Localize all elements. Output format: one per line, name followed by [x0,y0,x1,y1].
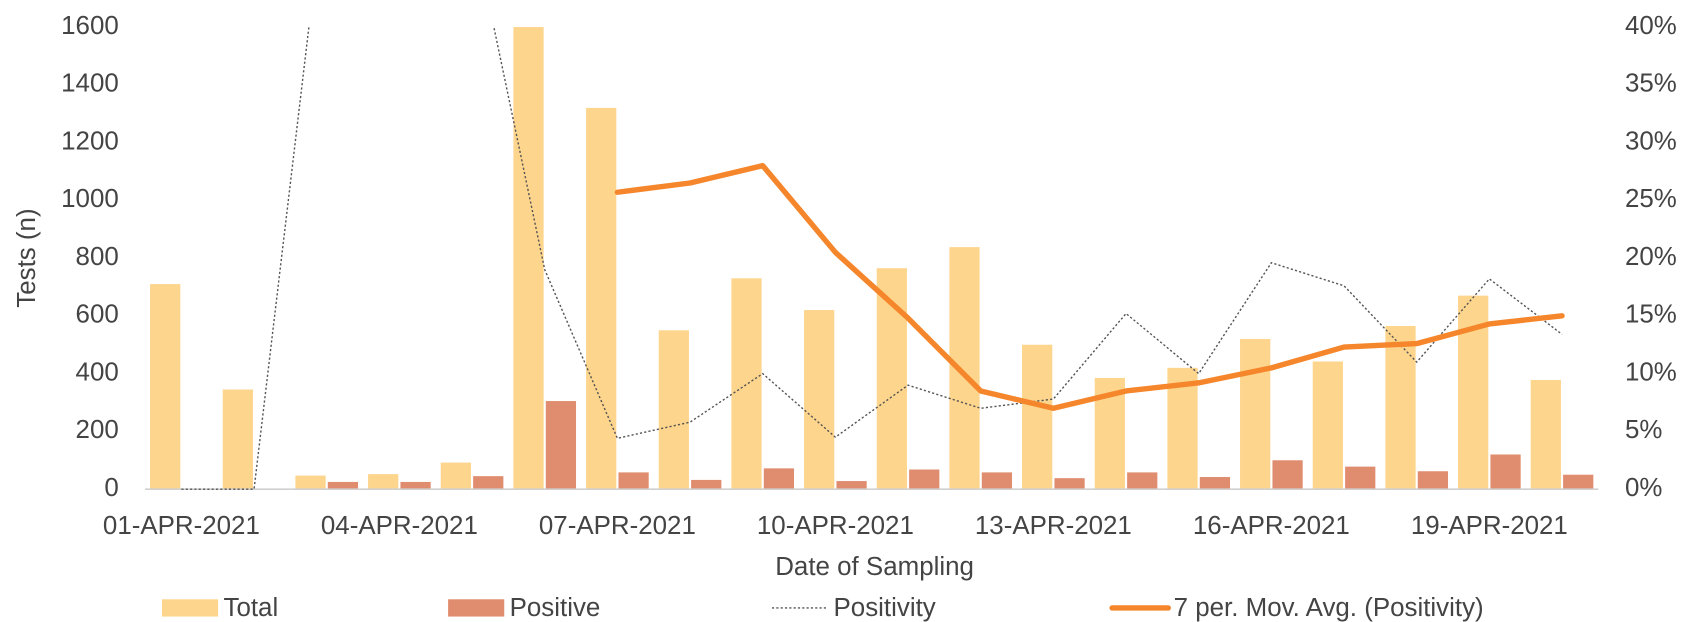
y2-tick-label: 35% [1625,70,1677,98]
bar [295,475,326,490]
x-tick-label: 01-APR-2021 [103,512,260,540]
bar [400,481,431,490]
bar [949,247,980,490]
bar [327,481,359,490]
bar [150,284,181,490]
bar [586,107,617,490]
x-tick-label: 07-APR-2021 [539,512,696,540]
bar [691,479,722,490]
x-axis-title: Date of Sampling [775,553,974,581]
bar [1022,344,1053,490]
line-layer [181,27,1565,490]
bar [909,469,940,490]
bar [1272,460,1303,490]
x-tick-label: 10-APR-2021 [757,512,914,540]
legend-label: Positivity [834,594,936,622]
y2-tick-label: 5% [1625,416,1662,444]
y2-tick-label: 15% [1625,301,1677,329]
y-tick-label: 400 [76,358,119,386]
bar [763,468,795,490]
bar [981,472,1013,490]
y-tick-label: 1400 [61,70,119,98]
y-tick-label: 800 [76,243,119,271]
bar [1312,361,1343,490]
bar [1240,338,1271,490]
bar [368,474,399,490]
bar [1385,325,1416,490]
bar [1054,478,1085,490]
y-axis-title: Tests (n) [13,208,41,307]
y-tick-label: 1600 [61,12,119,40]
series-line [614,162,1565,411]
bar [618,472,649,490]
bar [1490,454,1521,490]
bar [473,476,504,490]
legend-swatch [448,599,505,617]
bar [1563,474,1594,490]
bar [1417,471,1449,490]
y2-tick-label: 40% [1625,12,1677,40]
y-tick-label: 1000 [61,185,119,213]
y-tick-label: 600 [76,301,119,329]
y2-tick-label: 25% [1625,185,1677,213]
legend-label: Positive [510,594,601,622]
bar [1345,466,1376,490]
bar [1530,379,1561,490]
bar [658,330,689,490]
bar [731,278,762,490]
bar [836,481,867,490]
y-tick-label: 0 [104,474,118,502]
y-tick-label: 200 [76,416,119,444]
x-tick-label: 16-APR-2021 [1193,512,1350,540]
bar [513,27,544,490]
bar [545,401,577,490]
legend-swatch [161,599,219,617]
bar [1127,472,1158,490]
x-tick-label: 04-APR-2021 [321,512,478,540]
series-line [181,27,1563,490]
x-tick-label: 19-APR-2021 [1411,512,1568,540]
legend-label: 7 per. Mov. Avg. (Positivity) [1174,594,1484,622]
y2-tick-label: 10% [1625,358,1677,386]
bar [440,462,471,490]
y-tick-label: 1200 [61,127,119,155]
bar [1199,477,1231,490]
x-tick-label: 13-APR-2021 [975,512,1132,540]
y2-tick-label: 0% [1625,474,1662,502]
bar [222,389,253,490]
legend-label: Total [224,594,279,622]
y2-tick-label: 30% [1625,127,1677,155]
y2-tick-label: 20% [1625,243,1677,271]
bar [804,310,835,490]
